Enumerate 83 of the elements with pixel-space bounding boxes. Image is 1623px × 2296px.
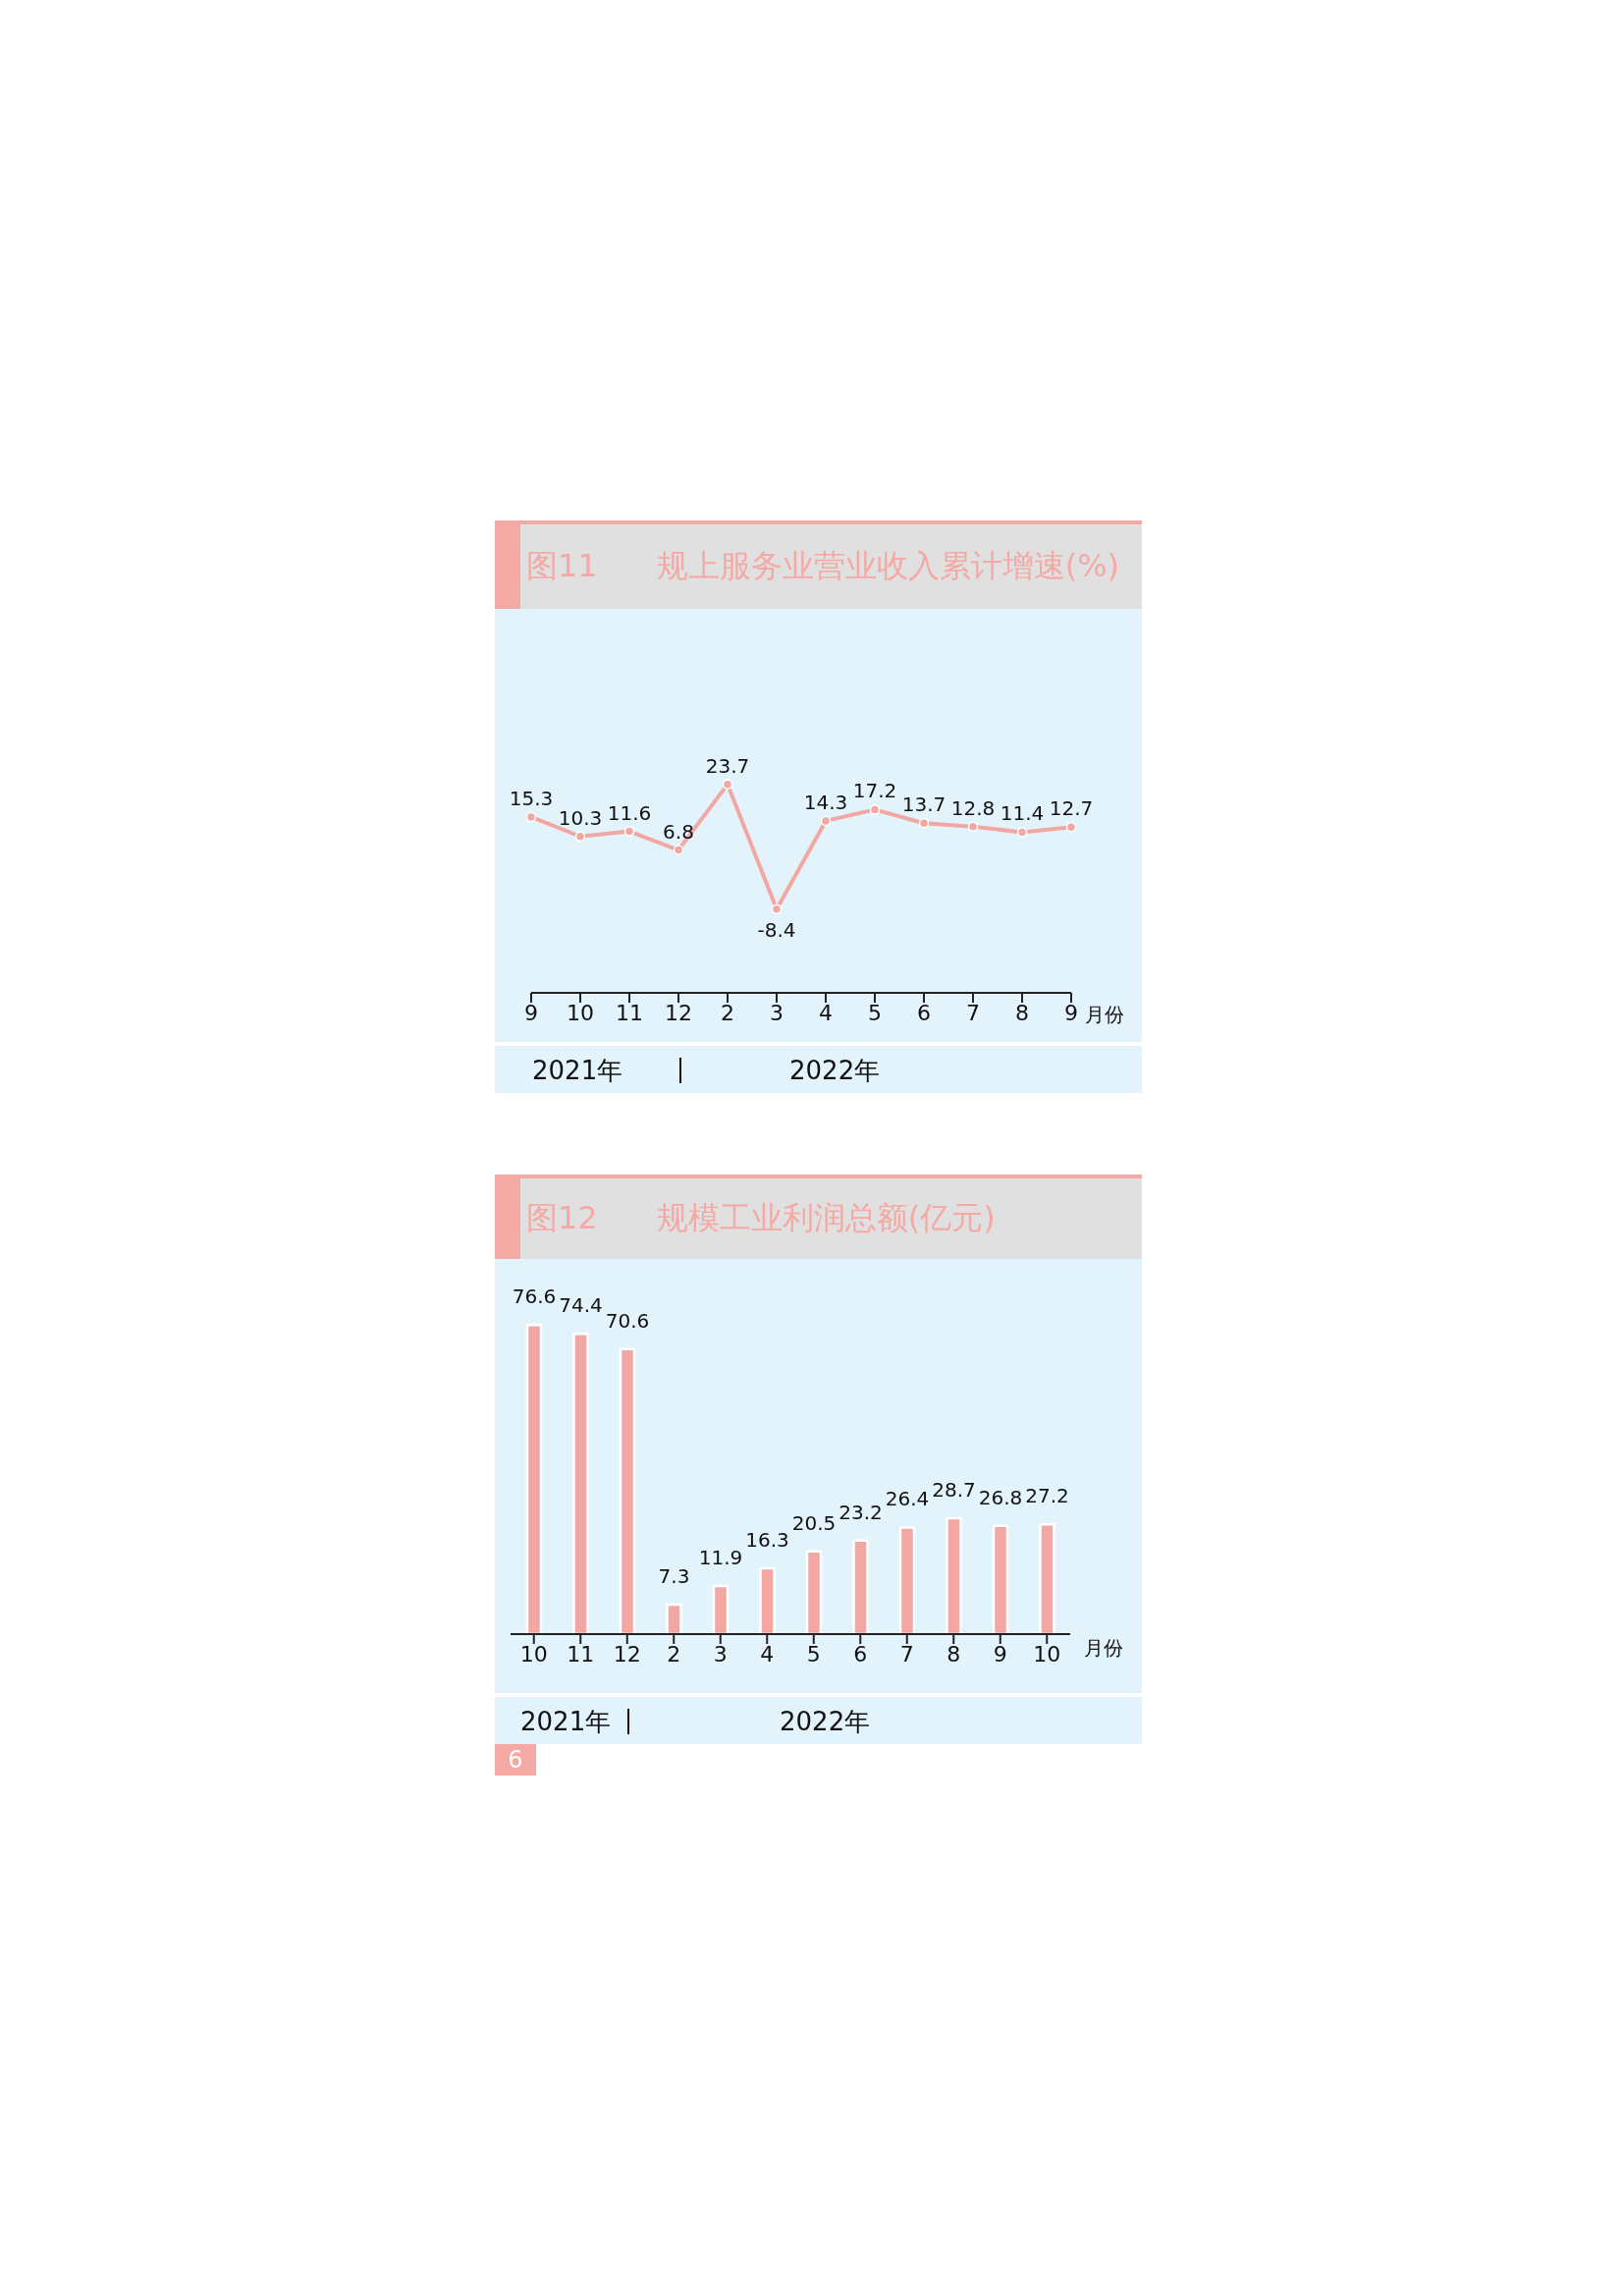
x-tick-label: 8: [1015, 1000, 1029, 1025]
bar: [992, 1524, 1009, 1634]
point: [673, 845, 684, 855]
data-label: 20.5: [791, 1510, 837, 1535]
text: 2022年: [780, 1706, 871, 1738]
x-tick-label: 10: [1033, 1641, 1061, 1667]
x-tick-label: 6: [917, 1000, 931, 1025]
data-label: 7.3: [658, 1564, 690, 1588]
bar: [666, 1603, 682, 1634]
data-label: 13.7: [901, 793, 947, 817]
data-label: 23.2: [839, 1500, 883, 1524]
x-tick-label: 11: [616, 1000, 643, 1025]
text: 2021年: [520, 1706, 612, 1738]
point: [1016, 827, 1028, 838]
text: 2022年: [789, 1055, 881, 1087]
data-label: 74.4: [559, 1293, 603, 1318]
point: [771, 903, 783, 915]
point: [525, 811, 537, 823]
data-label: 23.7: [705, 753, 750, 778]
data-label: 12.7: [1049, 796, 1094, 821]
data-label: 17.2: [852, 779, 897, 803]
data-label: 11.9: [698, 1546, 743, 1570]
x-tick-label: 10: [567, 1000, 594, 1025]
x-tick-label: 2: [721, 1000, 734, 1025]
x-tick-label: 7: [899, 1641, 914, 1667]
point: [918, 818, 930, 829]
text: 6: [495, 1744, 536, 1776]
bar: [759, 1566, 776, 1634]
x-tick-label: 3: [770, 1000, 784, 1025]
data-label: 26.8: [978, 1485, 1023, 1509]
data-label: 28.7: [932, 1478, 976, 1503]
x-tick-label: 4: [760, 1641, 775, 1667]
data-label: 14.3: [803, 790, 848, 814]
x-tick-label: 3: [713, 1641, 728, 1667]
x-tick-label: 2: [667, 1641, 681, 1667]
bar: [525, 1323, 543, 1634]
data-label: 12.8: [950, 795, 996, 820]
data-label: 15.3: [509, 786, 554, 810]
bar: [619, 1347, 636, 1634]
bar: [572, 1332, 589, 1634]
x-tick-label: 11: [567, 1641, 595, 1667]
x-tick-label: 9: [993, 1641, 1007, 1667]
x-axis-title: 月份: [1084, 1635, 1123, 1662]
bar: [898, 1526, 916, 1634]
data-label: 27.2: [1025, 1484, 1069, 1508]
data-label: 11.4: [1000, 801, 1045, 826]
bar: [805, 1550, 823, 1634]
x-axis-title: 月份: [1085, 1002, 1124, 1028]
data-label: 76.6: [512, 1285, 557, 1309]
point: [967, 821, 979, 833]
x-tick-label: 12: [665, 1000, 692, 1025]
x-tick-label: 7: [966, 1000, 980, 1025]
x-tick-label: 6: [853, 1641, 868, 1667]
point: [1065, 821, 1077, 833]
chart-title: 图12: [526, 1198, 598, 1238]
data-label: 10.3: [558, 805, 603, 830]
point: [722, 779, 733, 790]
bar: [712, 1584, 730, 1634]
chart-title: 图11: [526, 546, 598, 586]
point: [623, 826, 635, 837]
point: [869, 804, 881, 815]
x-tick-label: 9: [524, 1000, 538, 1025]
x-tick-label: 5: [868, 1000, 882, 1025]
data-label: -8.4: [757, 917, 796, 942]
data-label: 26.4: [885, 1487, 930, 1511]
data-label: 6.8: [663, 819, 694, 844]
text: 2021年: [532, 1055, 623, 1087]
x-tick-label: 8: [947, 1641, 961, 1667]
x-tick-label: 12: [613, 1641, 641, 1667]
data-label: 16.3: [745, 1528, 789, 1553]
chart-subtitle: 规上服务业营业收入累计增速(%): [656, 546, 1120, 586]
point: [820, 815, 832, 827]
chart-subtitle: 规模工业利润总额(亿元): [656, 1198, 996, 1238]
x-tick-label: 4: [819, 1000, 833, 1025]
data-label: 11.6: [607, 800, 652, 825]
data-label: 70.6: [605, 1308, 650, 1333]
x-tick-label: 10: [519, 1641, 548, 1667]
bar: [946, 1516, 962, 1634]
point: [574, 831, 586, 842]
bar: [852, 1539, 869, 1634]
bar: [1039, 1522, 1055, 1634]
x-tick-label: 9: [1064, 1000, 1078, 1025]
x-tick-label: 5: [806, 1641, 821, 1667]
